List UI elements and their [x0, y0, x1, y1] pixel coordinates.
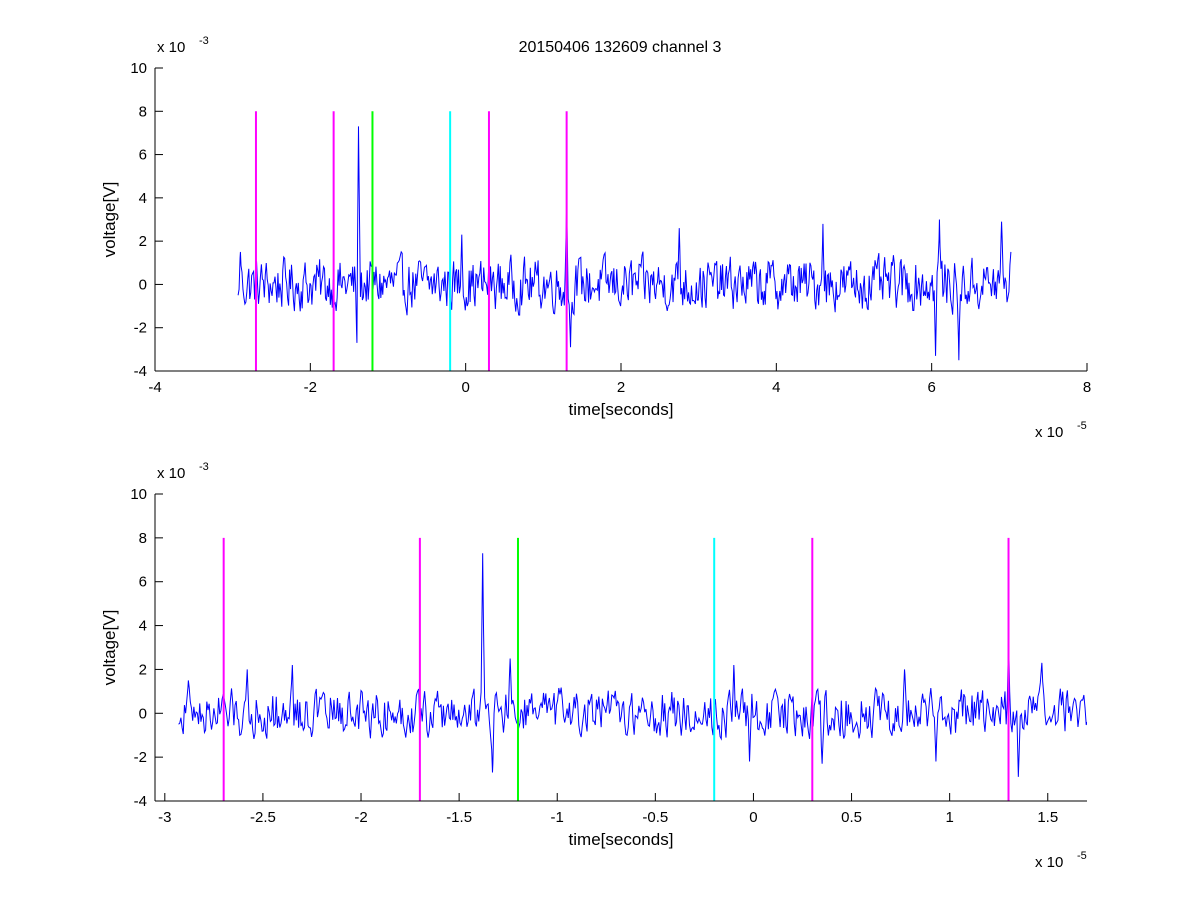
top-y-exponent-power: -3: [199, 35, 209, 47]
bottom-x-exponent: x 10: [1035, 854, 1063, 871]
bottom-y-tick-label: -2: [134, 749, 147, 766]
bottom-y-tick-label: 6: [139, 574, 147, 591]
top-x-tick-label: -2: [304, 379, 317, 396]
top-x-exponent-power: -5: [1077, 420, 1087, 432]
bottom-y-tick-label: 2: [139, 661, 147, 678]
top-x-tick-label: 6: [927, 379, 935, 396]
top-y-tick-label: 0: [139, 276, 147, 293]
bottom-x-tick-label: -0.5: [642, 809, 668, 826]
bottom-y-exponent: x 10: [157, 465, 185, 482]
bottom-x-tick-label: -1: [551, 809, 564, 826]
bottom-y-tick-label: 10: [130, 486, 147, 503]
bottom-x-tick-label: 1.5: [1037, 809, 1058, 826]
top-x-tick-label: 8: [1083, 379, 1091, 396]
bottom-y-tick-label: 4: [139, 618, 147, 635]
top-y-tick-label: 8: [139, 103, 147, 120]
top-y-tick-label: 6: [139, 147, 147, 164]
bottom-x-exponent-power: -5: [1077, 850, 1087, 862]
bottom-subplot: -3 -2.5 -2 -1.5 -1 -0.5 0 0.5 1 1.5 -4 -2 0 2 4 6 8 10 tim…: [100, 461, 1087, 871]
bottom-signal-trace: [178, 553, 1087, 777]
bottom-y-exponent-power: -3: [199, 461, 209, 473]
top-y-tick-label: 10: [130, 60, 147, 77]
top-y-tick-label: -4: [134, 363, 147, 380]
top-x-axis-label: time[seconds]: [569, 400, 674, 419]
top-y-exponent: x 10: [157, 39, 185, 56]
bottom-x-tick-label: -2.5: [250, 809, 276, 826]
bottom-y-tick-label: -4: [134, 793, 147, 810]
top-y-axis-label: voltage[V]: [100, 182, 119, 258]
top-signal-trace: [237, 126, 1012, 361]
figure-title: 20150406 132609 channel 3: [519, 39, 722, 56]
top-x-tick-label: -4: [148, 379, 161, 396]
top-y-tick-label: -2: [134, 320, 147, 337]
top-x-tick-label: 0: [461, 379, 469, 396]
bottom-x-tick-label: -2: [354, 809, 367, 826]
bottom-y-tick-label: 0: [139, 705, 147, 722]
bottom-y-tick-label: 8: [139, 530, 147, 547]
bottom-x-axis-label: time[seconds]: [569, 830, 674, 849]
bottom-x-tick-label: 0.5: [841, 809, 862, 826]
top-y-tick-label: 2: [139, 233, 147, 250]
top-subplot: -4 -2 0 2 4 6 8 -4 -2 0 2 4 6 8 10 time[seconds] voltage…: [100, 35, 1091, 441]
top-x-exponent: x 10: [1035, 424, 1063, 441]
top-x-tick-label: 4: [772, 379, 780, 396]
top-x-tick-label: 2: [617, 379, 625, 396]
bottom-x-tick-label: 0: [749, 809, 757, 826]
bottom-x-tick-label: 1: [945, 809, 953, 826]
bottom-y-axis-label: voltage[V]: [100, 610, 119, 686]
bottom-x-tick-label: -1.5: [446, 809, 472, 826]
top-y-tick-label: 4: [139, 190, 147, 207]
bottom-x-tick-label: -3: [158, 809, 171, 826]
